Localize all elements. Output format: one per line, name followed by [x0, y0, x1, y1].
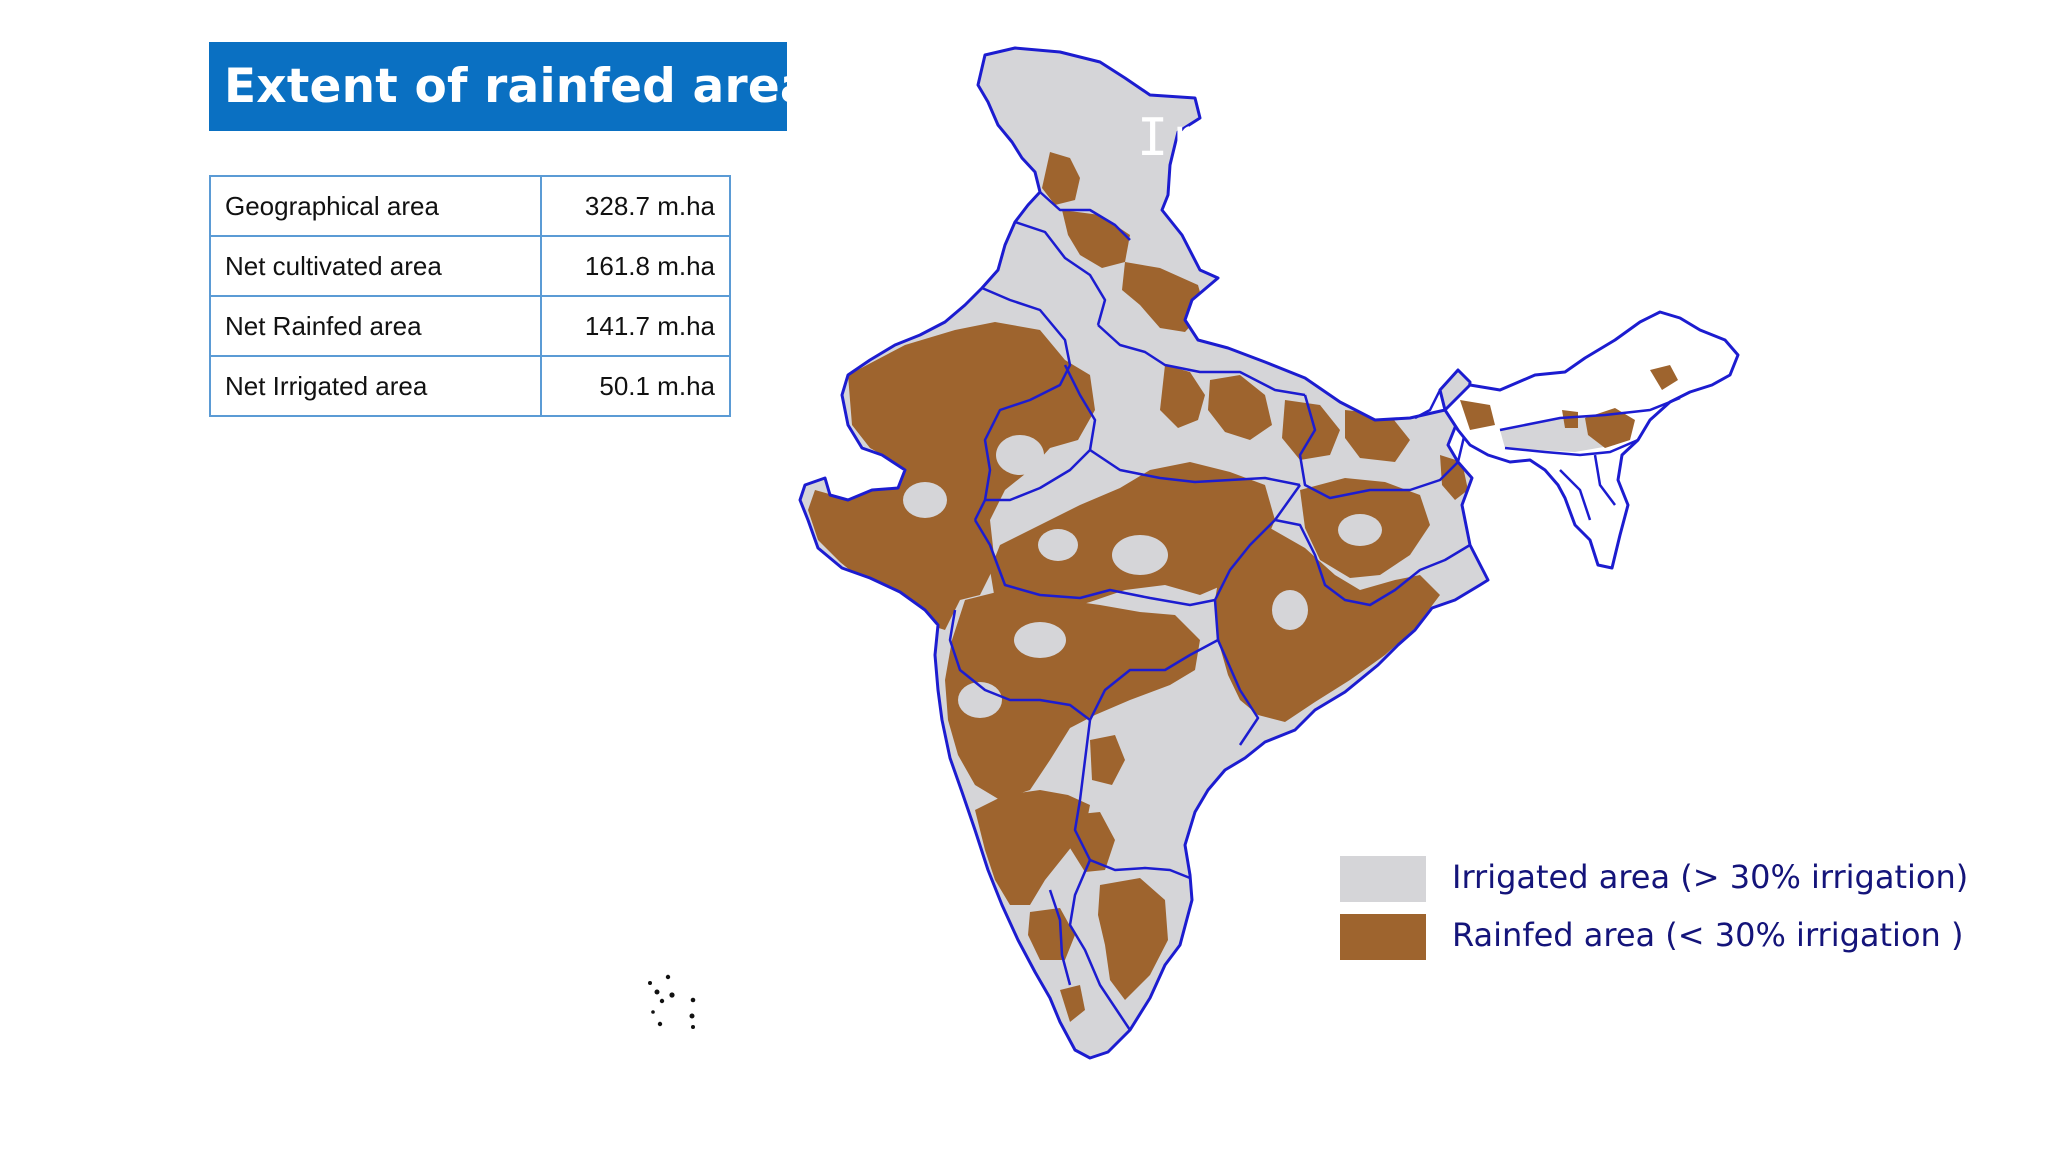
legend-item-irrigated: Irrigated area (> 30% irrigation): [1340, 856, 1980, 906]
state-border: [1014, 220, 1107, 326]
state-border: [1593, 454, 1616, 506]
table-row: Geographical area 328.7 m.ha: [209, 175, 732, 237]
rainfed-patch: [1160, 365, 1205, 428]
island: [690, 997, 696, 1003]
rainfed-patch: [1060, 985, 1085, 1022]
irrigated-pocket: [996, 435, 1044, 475]
rainfed-patch: [808, 322, 1095, 630]
state-border: [1559, 469, 1592, 521]
ne-rainfed-patch: [1585, 408, 1635, 448]
state-border: [973, 286, 1072, 521]
state-border: [973, 519, 1216, 607]
state-border: [1414, 389, 1442, 420]
island: [648, 981, 652, 985]
state-border: [1097, 324, 1306, 397]
rainfed-patches: [808, 152, 1468, 1022]
lakshadweep-islands: [648, 974, 696, 1029]
island: [657, 1021, 663, 1027]
row-label: Net Irrigated area: [209, 355, 542, 417]
state-borders: [948, 191, 1471, 1031]
state-border: [1039, 191, 1131, 241]
island: [691, 1025, 695, 1029]
legend-label: Rainfed area (< 30% irrigation ): [1452, 916, 1964, 954]
legend-item-rainfed: Rainfed area (< 30% irrigation ): [1340, 914, 1980, 964]
irrigated-pocket: [903, 482, 947, 518]
irrigated-pocket: [958, 682, 1002, 718]
island: [659, 998, 665, 1004]
state-border: [1274, 518, 1471, 607]
state-border: [1499, 396, 1681, 432]
state-border: [1504, 438, 1639, 457]
ne-rainfed-patch: [1562, 410, 1578, 428]
island: [669, 992, 675, 998]
cropped-overlay-text: Ir: [1137, 108, 1189, 168]
island: [665, 974, 671, 980]
rainfed-patch: [1028, 908, 1075, 960]
row-label: Net cultivated area: [209, 235, 542, 297]
state-border: [1048, 889, 1072, 986]
row-label: Geographical area: [209, 175, 542, 237]
title-banner: Extent of rainfed area: [209, 42, 812, 131]
state-border: [1068, 859, 1132, 1031]
row-value: 141.7 m.ha: [539, 295, 732, 357]
island: [654, 989, 660, 995]
island: [689, 1013, 695, 1019]
ne-rainfed-patch: [1650, 365, 1678, 390]
rainfed-patch: [1098, 878, 1168, 1000]
irrigated-pocket: [1014, 622, 1066, 658]
irrigated-pockets: [903, 435, 1382, 718]
irrigated-pocket: [1338, 514, 1382, 546]
rainfed-patch: [1070, 812, 1115, 872]
rainfed-patch: [1042, 152, 1080, 205]
legend-swatch-rainfed: [1340, 914, 1426, 960]
state-border: [1213, 484, 1302, 641]
rainfed-patch: [1282, 400, 1340, 460]
area-stats-table: Geographical area 328.7 m.ha Net cultiva…: [209, 175, 732, 417]
legend-swatch-irrigated: [1340, 856, 1426, 902]
ne-patches: [1460, 365, 1678, 452]
rainfed-patch: [945, 590, 1200, 800]
irrigated-pocket: [1272, 590, 1308, 630]
state-border: [948, 609, 1091, 721]
ne-state-borders: [1499, 396, 1681, 521]
mainland-region: [798, 46, 1490, 1060]
island: [651, 1010, 655, 1014]
northeast-region: [1443, 310, 1740, 570]
irrigated-pocket: [1112, 535, 1168, 575]
rainfed-patch: [1345, 410, 1410, 462]
row-label: Net Rainfed area: [209, 295, 542, 357]
rainfed-patch: [1215, 528, 1440, 722]
state-border: [1088, 638, 1260, 746]
state-border: [1298, 394, 1459, 500]
table-row: Net Irrigated area 50.1 m.ha: [209, 355, 732, 417]
legend-label: Irrigated area (> 30% irrigation): [1452, 858, 1969, 896]
row-value: 328.7 m.ha: [539, 175, 732, 237]
ne-rainfed-patch: [1460, 400, 1495, 430]
state-border: [1073, 719, 1092, 861]
national-border: [798, 46, 1490, 1060]
state-border: [985, 364, 1097, 502]
rainfed-patch: [975, 790, 1090, 905]
ne-border: [1443, 310, 1740, 570]
rainfed-patch: [1090, 735, 1125, 785]
row-value: 161.8 m.ha: [539, 235, 732, 297]
state-border: [1089, 858, 1191, 880]
rainfed-patch: [1208, 375, 1272, 440]
page-title: Extent of rainfed area: [224, 59, 812, 114]
state-border: [1089, 448, 1301, 487]
rainfed-patch: [1122, 262, 1205, 332]
row-value: 50.1 m.ha: [539, 355, 732, 417]
irrigated-pocket: [1038, 529, 1078, 561]
table-row: Net Rainfed area 141.7 m.ha: [209, 295, 732, 357]
table-row: Net cultivated area 161.8 m.ha: [209, 235, 732, 297]
